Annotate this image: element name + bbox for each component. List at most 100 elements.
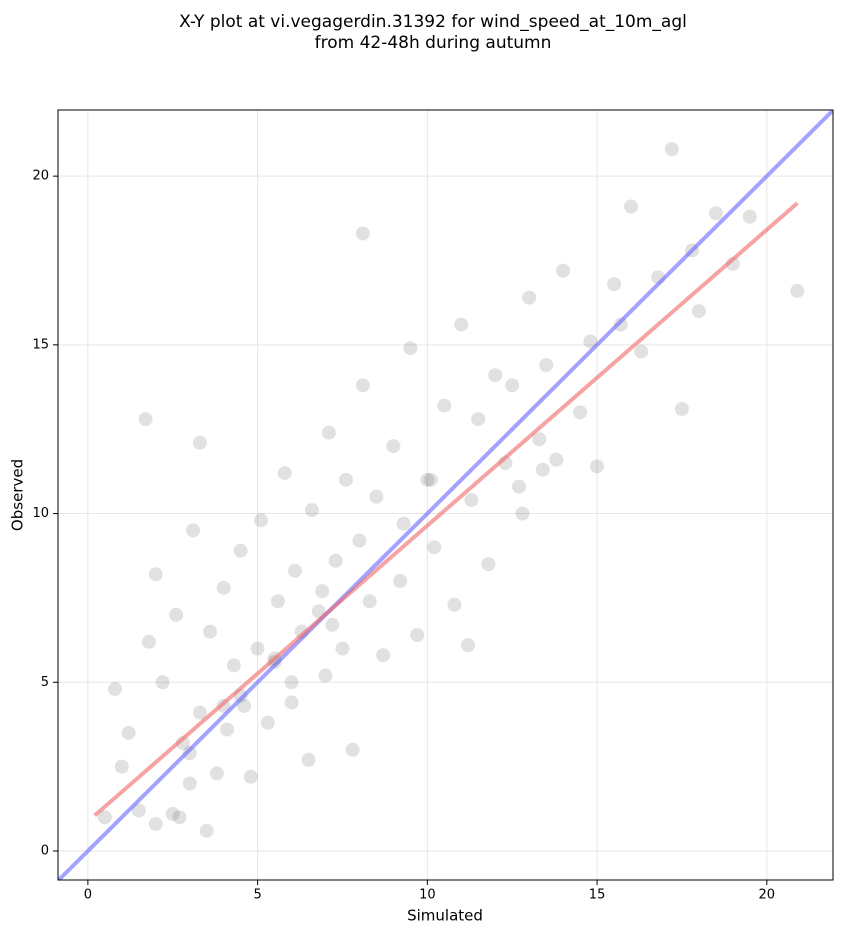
point: [203, 624, 218, 639]
point: [321, 425, 336, 440]
point: [427, 540, 442, 555]
point: [182, 776, 197, 791]
point: [488, 368, 503, 383]
y-tick-label: 20: [32, 169, 49, 184]
point: [270, 594, 285, 609]
y-tick-label: 5: [41, 675, 49, 690]
point: [535, 462, 550, 477]
y-tick-label: 10: [32, 506, 49, 521]
point: [169, 607, 184, 622]
point: [182, 746, 197, 761]
point: [447, 597, 462, 612]
point: [328, 553, 343, 568]
y-tick-label: 15: [32, 337, 49, 352]
point: [301, 752, 316, 767]
point: [403, 341, 418, 356]
point: [121, 725, 136, 740]
point: [522, 290, 537, 305]
point: [573, 405, 588, 420]
point: [277, 466, 292, 481]
point: [243, 769, 258, 784]
point: [284, 675, 299, 690]
point: [108, 682, 123, 697]
point: [131, 803, 146, 818]
point: [471, 412, 486, 427]
point: [254, 513, 269, 528]
x-tick-label: 5: [253, 888, 261, 903]
point: [318, 668, 333, 683]
point: [138, 412, 153, 427]
x-tick-label: 10: [419, 888, 436, 903]
fit-line: [58, 110, 833, 880]
point: [664, 142, 679, 157]
point: [97, 810, 112, 825]
point: [172, 810, 187, 825]
plot-frame: [57, 109, 834, 881]
point: [515, 506, 530, 521]
point: [192, 705, 207, 720]
point: [304, 503, 319, 518]
point: [233, 543, 248, 558]
point: [410, 628, 425, 643]
point: [260, 715, 275, 730]
y-tick-label: 0: [41, 843, 49, 858]
point: [199, 823, 214, 838]
point: [155, 675, 170, 690]
point: [624, 199, 639, 214]
point: [209, 766, 224, 781]
point: [742, 209, 757, 224]
point: [454, 317, 469, 332]
point: [790, 283, 805, 298]
point: [461, 638, 476, 653]
point: [420, 472, 435, 487]
point: [396, 516, 411, 531]
point: [345, 742, 360, 757]
point: [355, 378, 370, 393]
point: [437, 398, 452, 413]
lines: [58, 110, 833, 880]
point: [549, 452, 564, 467]
point: [376, 648, 391, 663]
point: [114, 759, 129, 774]
point: [355, 226, 370, 241]
point: [481, 557, 496, 572]
point: [335, 641, 350, 656]
points: [97, 142, 805, 838]
x-tick-label: 0: [84, 888, 92, 903]
point: [464, 493, 479, 508]
x-axis-label: Simulated: [407, 907, 483, 925]
point: [220, 722, 235, 737]
point: [386, 439, 401, 454]
point: [287, 563, 302, 578]
point: [583, 334, 598, 349]
point: [556, 263, 571, 278]
point: [362, 594, 377, 609]
point: [284, 695, 299, 710]
point: [237, 698, 252, 713]
point: [539, 358, 554, 373]
point: [141, 634, 156, 649]
point: [352, 533, 367, 548]
point: [607, 277, 622, 292]
point: [186, 523, 201, 538]
point: [226, 658, 241, 673]
chart-subtitle: from 42-48h during autumn: [315, 33, 552, 53]
point: [590, 459, 605, 474]
point: [393, 574, 408, 589]
point: [325, 617, 340, 632]
point: [250, 641, 265, 656]
point: [148, 816, 163, 831]
point: [532, 432, 547, 447]
point: [192, 435, 207, 450]
point: [511, 479, 526, 494]
point: [708, 206, 723, 221]
grid: [58, 110, 833, 880]
point: [216, 580, 231, 595]
point: [674, 401, 689, 416]
point: [148, 567, 163, 582]
point: [315, 584, 330, 599]
point: [423, 472, 438, 487]
point: [165, 806, 180, 821]
point: [505, 378, 520, 393]
point: [267, 655, 282, 670]
